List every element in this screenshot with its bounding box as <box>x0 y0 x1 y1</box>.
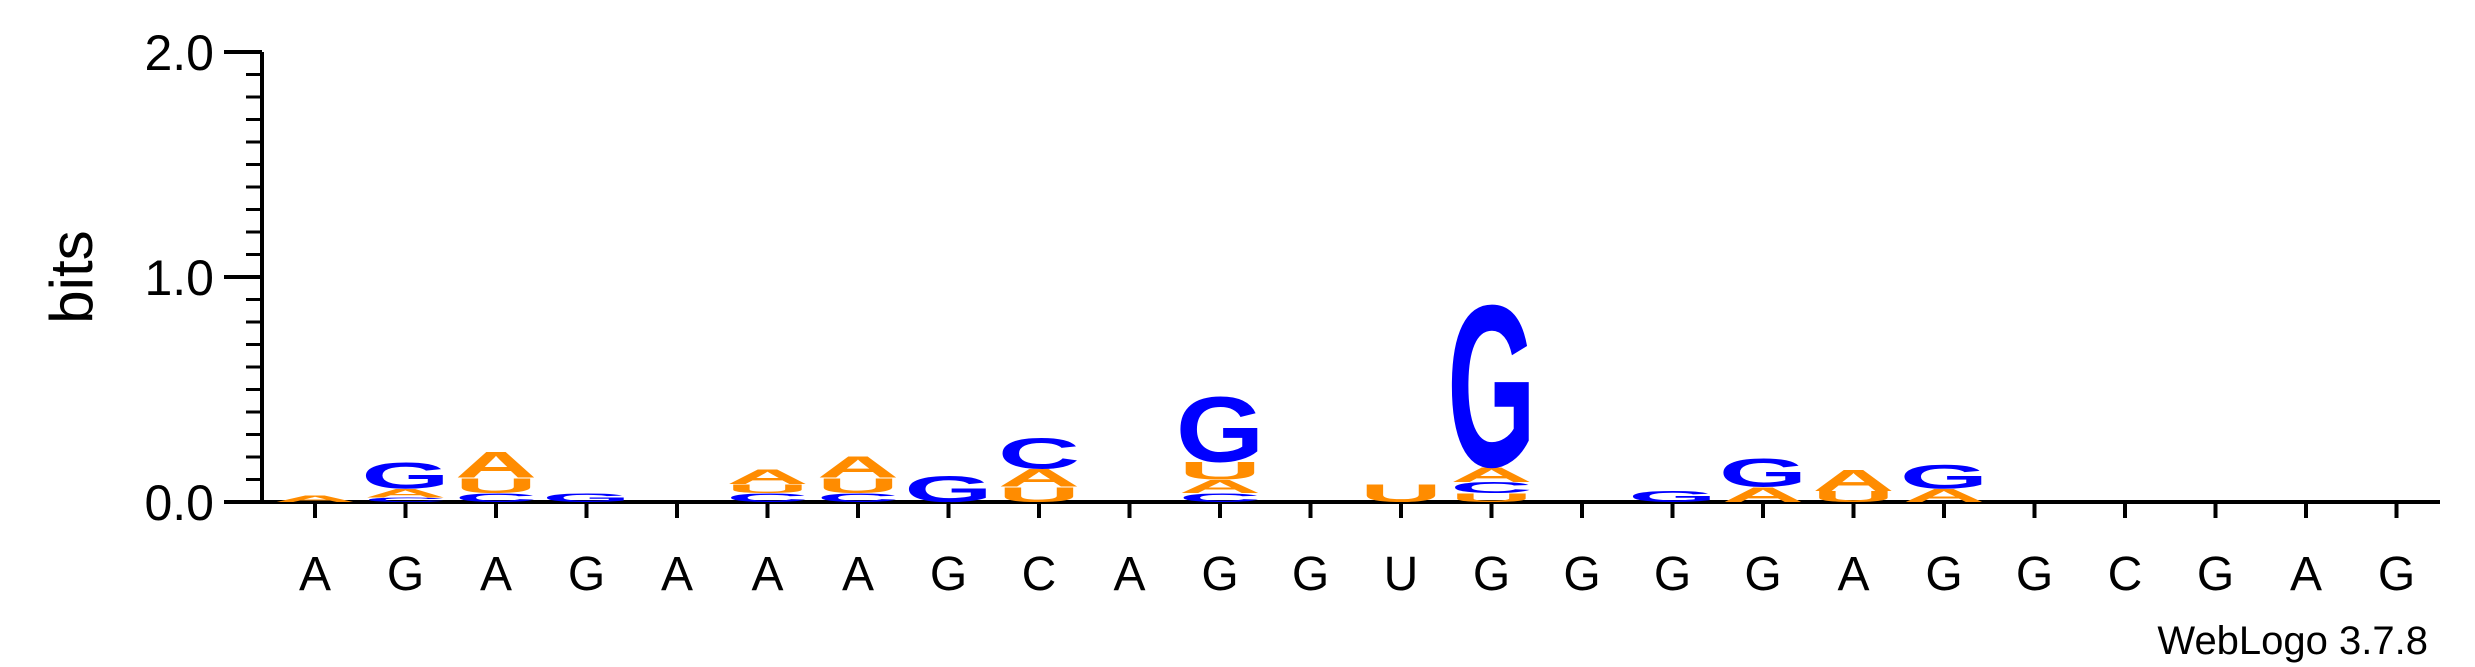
x-tick-label: G <box>2378 548 2415 601</box>
logo-letter-U: U <box>817 474 899 498</box>
logo-letter-A: A <box>726 465 808 489</box>
x-tick-label: G <box>2197 548 2234 601</box>
logo-letter-C: C <box>817 491 899 505</box>
x-tick-label: A <box>661 548 693 601</box>
logo-letter-U: U <box>1179 457 1261 485</box>
x-tick-label: G <box>1201 548 1238 601</box>
logo-letter-A: A <box>817 449 899 484</box>
x-tick-label: A <box>2290 548 2322 601</box>
logo-letter-G: G <box>1900 458 1989 496</box>
logo-letter-A: A <box>1722 483 1804 507</box>
logo-letter-U: U <box>998 483 1080 507</box>
logo-letter-C: C <box>364 496 446 503</box>
x-tick-label: G <box>930 548 967 601</box>
logo-letter-A: A <box>1179 476 1261 497</box>
x-tick-label: G <box>1925 548 1962 601</box>
x-tick-label: C <box>2108 548 2143 601</box>
logo-letter-G: G <box>361 455 450 496</box>
x-tick-label: G <box>1654 548 1691 601</box>
logo-letter-C: C <box>455 491 537 505</box>
logo-letter-A: A <box>998 464 1080 492</box>
logo-letter-A: A <box>274 494 356 504</box>
x-tick-label: G <box>2016 548 2053 601</box>
logo-letter-C: C <box>1179 491 1261 505</box>
y-tick-label: 1.0 <box>144 250 214 306</box>
logo-letter-G: G <box>1719 451 1808 496</box>
x-tick-label: A <box>751 548 783 601</box>
y-ticks: 0.0 1.0 2.0 <box>144 25 262 531</box>
y-tick-label: 0.0 <box>144 475 214 531</box>
x-tick-label: A <box>1837 548 1869 601</box>
x-tick-label: G <box>568 548 605 601</box>
x-tick-label: G <box>1744 548 1781 601</box>
logo-letter-A: A <box>364 487 446 501</box>
logo-letter-C: C <box>726 491 808 505</box>
x-tick-label: U <box>1384 548 1419 601</box>
logo-letter-U: U <box>1450 491 1532 505</box>
x-tick-label: G <box>1563 548 1600 601</box>
x-tick-label: A <box>842 548 874 601</box>
logo-letter-G: G <box>542 491 631 505</box>
logo-letter-A: A <box>1812 463 1894 498</box>
x-tick-label: C <box>1022 548 1057 601</box>
logo-letter-U: U <box>726 482 808 496</box>
logo-letter-U: U <box>455 474 537 498</box>
logo-letter-G: G <box>1176 378 1265 481</box>
y-axis-label: bits <box>38 230 105 323</box>
logo-letter-A: A <box>1450 463 1532 487</box>
logo-letter-A: A <box>1903 485 1985 506</box>
logo-letter-C: C <box>1450 479 1532 496</box>
x-tick-label: G <box>1473 548 1510 601</box>
logo-letter-A: A <box>455 444 537 485</box>
logo-letter-C: C <box>998 430 1080 478</box>
logo-letter-G: G <box>1628 488 1717 505</box>
x-tick-label: A <box>1113 548 1145 601</box>
weblogo-credit: WebLogo 3.7.8 <box>2157 619 2428 663</box>
y-tick-label: 2.0 <box>144 25 214 81</box>
axes <box>260 52 2440 504</box>
x-tick-label: A <box>299 548 331 601</box>
x-tick-label: G <box>1292 548 1329 601</box>
logo-letter-G: G <box>1447 257 1536 516</box>
x-tick-label: A <box>480 548 512 601</box>
logo-letter-U: U <box>1812 488 1894 505</box>
x-tick-label: G <box>387 548 424 601</box>
